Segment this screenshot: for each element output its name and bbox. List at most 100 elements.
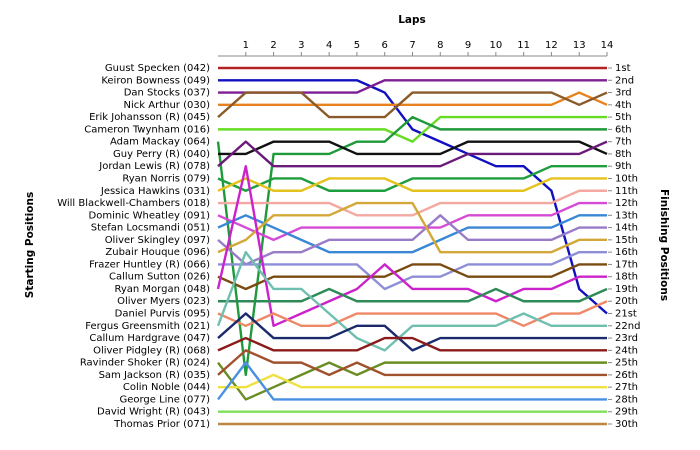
x-tick-label: 9 xyxy=(465,40,471,51)
legend-label: David Wright (R) (043) xyxy=(97,407,210,418)
driver-line xyxy=(217,140,608,168)
legend-label: Colin Noble (044) xyxy=(123,382,210,393)
x-tick-label: 7 xyxy=(409,40,415,51)
driver-line xyxy=(218,115,607,143)
legend-label: Cameron Twynham (016) xyxy=(84,124,210,135)
x-tick-label: 11 xyxy=(517,40,530,51)
driver-line xyxy=(217,201,607,242)
legend-label: Guust Specken (042) xyxy=(105,63,210,74)
driver-line xyxy=(217,349,607,377)
x-axis-title: Laps xyxy=(398,14,426,26)
x-tick-label: 6 xyxy=(382,40,388,51)
x-tick-label: 5 xyxy=(354,40,360,51)
driver-line xyxy=(217,361,607,401)
x-tick-label: 3 xyxy=(298,40,304,51)
y2-tick-label: 1st xyxy=(615,63,631,74)
driver-line xyxy=(216,115,607,377)
driver-line xyxy=(217,165,607,192)
y2-tick-label: 17th xyxy=(615,259,638,270)
x-tick-label: 14 xyxy=(601,40,614,51)
y2-tick-label: 3rd xyxy=(615,88,632,99)
driver-line xyxy=(218,189,607,217)
legend-label: Keiron Bowness (049) xyxy=(101,75,210,86)
driver-line xyxy=(218,373,607,389)
x-tick-label: 12 xyxy=(545,40,558,51)
legend-label: Will Blackwell-Chambers (018) xyxy=(57,198,210,209)
legend-label: Adam Mackay (064) xyxy=(110,137,210,148)
x-tick-label: 1 xyxy=(243,40,249,51)
y2-tick-label: 25th xyxy=(615,358,638,369)
driver-line xyxy=(217,177,607,192)
driver-line xyxy=(217,361,607,401)
driver-line xyxy=(216,250,607,352)
legend-label: Jessica Hawkins (031) xyxy=(100,186,210,197)
y2-tick-label: 18th xyxy=(615,272,638,283)
driver-line xyxy=(218,140,608,156)
legend-label: Stefan Locsmandi (051) xyxy=(91,223,210,234)
y2-tick-label: 14th xyxy=(615,223,638,234)
driver-line xyxy=(217,91,608,119)
driver-line xyxy=(217,336,607,352)
legend-label: Ryan Norris (079) xyxy=(122,173,210,184)
legend-label: Frazer Huntley (R) (066) xyxy=(89,259,210,270)
y2-tick-label: 30th xyxy=(615,419,638,430)
legend-label: Oliver Skingley (097) xyxy=(105,235,210,246)
y2-tick-label: 21st xyxy=(615,309,637,320)
driver-line xyxy=(217,201,607,254)
legend-label: Zubair Houque (096) xyxy=(105,247,210,258)
legend-label: Sam Jackson (R) (035) xyxy=(99,370,211,381)
y2-tick-label: 23rd xyxy=(615,333,638,344)
y2-axis-title: Finishing Positions xyxy=(658,189,670,301)
y2-tick-label: 11th xyxy=(615,186,638,197)
y-axis-title: Starting Positions xyxy=(24,192,36,298)
x-tick-label: 2 xyxy=(270,40,276,51)
y2-tick-label: 15th xyxy=(615,235,638,246)
driver-line xyxy=(217,263,607,291)
driver-line xyxy=(218,287,608,303)
legend-label: Dominic Wheatley (091) xyxy=(89,210,211,221)
x-tick-label: 4 xyxy=(326,40,332,51)
legend-label: Callum Hardgrave (047) xyxy=(89,333,210,344)
legend-label: Ryan Morgan (048) xyxy=(114,284,210,295)
y2-tick-label: 13th xyxy=(615,210,638,221)
y2-tick-label: 22nd xyxy=(615,321,640,332)
legend-label: Jordan Lewis (R) (078) xyxy=(98,161,210,172)
legend-label: Nick Arthur (030) xyxy=(124,100,211,111)
driver-line xyxy=(217,214,607,266)
legend-label: Guy Perry (R) (040) xyxy=(113,149,210,160)
legend-label: Callum Sutton (026) xyxy=(109,272,210,283)
x-tick-label: 8 xyxy=(437,40,443,51)
driver-line xyxy=(218,91,608,107)
x-tick-label: 10 xyxy=(489,40,502,51)
legend-label: Dan Stocks (037) xyxy=(124,88,210,99)
y2-tick-label: 26th xyxy=(615,370,638,381)
y2-tick-label: 24th xyxy=(615,345,638,356)
driver-line xyxy=(217,300,608,327)
y2-tick-label: 7th xyxy=(615,137,632,148)
legend-label: Erik Johansson (R) (045) xyxy=(89,112,210,123)
x-tick-label: 13 xyxy=(573,40,586,51)
driver-line xyxy=(216,165,607,327)
driver-line xyxy=(217,312,607,352)
y2-tick-label: 8th xyxy=(615,149,632,160)
y2-tick-label: 27th xyxy=(615,382,638,393)
driver-line xyxy=(218,250,607,291)
y2-tick-label: 10th xyxy=(615,173,638,184)
y2-tick-label: 5th xyxy=(615,112,632,123)
y2-tick-label: 2nd xyxy=(615,75,634,86)
y2-tick-label: 4th xyxy=(615,100,632,111)
y2-tick-label: 9th xyxy=(615,161,632,172)
driver-line xyxy=(217,214,607,254)
legend-label: Oliver Pidgley (R) (068) xyxy=(93,345,210,356)
legend-label: Daniel Purvis (095) xyxy=(115,309,210,320)
y2-tick-label: 19th xyxy=(615,284,638,295)
y2-tick-label: 20th xyxy=(615,296,638,307)
y2-tick-label: 29th xyxy=(615,407,638,418)
legend-label: Fergus Greensmith (021) xyxy=(85,321,210,332)
y2-tick-label: 6th xyxy=(615,124,632,135)
legend-label: Oliver Myers (023) xyxy=(117,296,210,307)
y2-tick-label: 16th xyxy=(615,247,638,258)
legend-label: Thomas Prior (071) xyxy=(113,419,210,430)
y2-tick-label: 28th xyxy=(615,394,638,405)
